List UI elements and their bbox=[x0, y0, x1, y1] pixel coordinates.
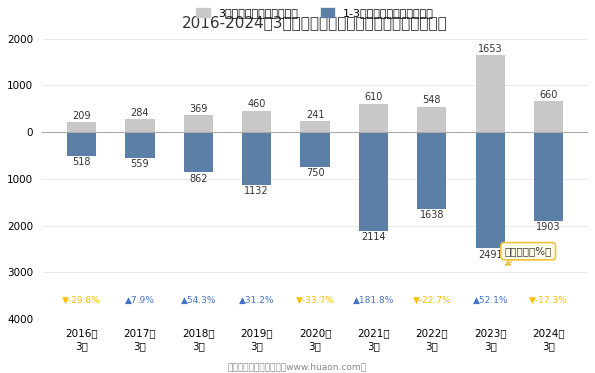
Text: 209: 209 bbox=[72, 111, 91, 121]
Bar bbox=[184, 115, 213, 132]
Text: ▲52.1%: ▲52.1% bbox=[472, 296, 508, 305]
Title: 2016-2024年3月甘肃省外商投资企业进出口总额统计图: 2016-2024年3月甘肃省外商投资企业进出口总额统计图 bbox=[182, 16, 448, 31]
Bar bbox=[67, 122, 96, 132]
Text: ▲7.9%: ▲7.9% bbox=[125, 296, 155, 305]
Bar bbox=[126, 132, 155, 158]
Text: 559: 559 bbox=[130, 159, 149, 169]
Text: ▲31.2%: ▲31.2% bbox=[239, 296, 274, 305]
Bar bbox=[126, 119, 155, 132]
Bar bbox=[359, 132, 388, 231]
Text: ▼-29.8%: ▼-29.8% bbox=[62, 296, 101, 305]
Text: 2491: 2491 bbox=[478, 250, 503, 260]
Bar bbox=[417, 107, 446, 132]
Text: ▼-17.3%: ▼-17.3% bbox=[529, 296, 568, 305]
Bar bbox=[242, 111, 271, 132]
Text: ▼-22.7%: ▼-22.7% bbox=[412, 296, 451, 305]
Text: 2114: 2114 bbox=[361, 232, 386, 242]
Bar bbox=[359, 104, 388, 132]
Bar bbox=[67, 132, 96, 156]
Text: 241: 241 bbox=[306, 110, 324, 120]
Text: 制图：华经产业研究院（www.huaon.com）: 制图：华经产业研究院（www.huaon.com） bbox=[228, 362, 367, 371]
Legend: 3月进出口总额（万美元）, 1-3月进出口总额（万美元）: 3月进出口总额（万美元）, 1-3月进出口总额（万美元） bbox=[196, 8, 434, 18]
Text: 862: 862 bbox=[189, 173, 208, 184]
Text: 518: 518 bbox=[72, 157, 91, 167]
Text: 1903: 1903 bbox=[536, 222, 561, 232]
Text: ▼-33.7%: ▼-33.7% bbox=[296, 296, 334, 305]
Bar bbox=[475, 55, 505, 132]
Text: ▲54.3%: ▲54.3% bbox=[180, 296, 216, 305]
Text: 460: 460 bbox=[248, 100, 266, 109]
Text: ▲181.8%: ▲181.8% bbox=[353, 296, 394, 305]
Bar bbox=[242, 132, 271, 185]
Bar bbox=[534, 101, 563, 132]
Bar bbox=[475, 132, 505, 248]
Text: 660: 660 bbox=[540, 90, 558, 100]
Text: 548: 548 bbox=[422, 95, 441, 105]
Text: 610: 610 bbox=[364, 93, 383, 103]
Text: 1638: 1638 bbox=[419, 210, 444, 220]
Text: 1132: 1132 bbox=[245, 186, 269, 196]
Text: 284: 284 bbox=[131, 108, 149, 118]
Bar bbox=[417, 132, 446, 209]
Text: 同比增速（%）: 同比增速（%） bbox=[505, 246, 552, 265]
Bar bbox=[184, 132, 213, 172]
Bar bbox=[300, 132, 330, 167]
Text: 369: 369 bbox=[189, 104, 208, 114]
Bar bbox=[534, 132, 563, 221]
Text: 750: 750 bbox=[306, 168, 324, 178]
Bar bbox=[300, 121, 330, 132]
Text: 1653: 1653 bbox=[478, 44, 503, 54]
